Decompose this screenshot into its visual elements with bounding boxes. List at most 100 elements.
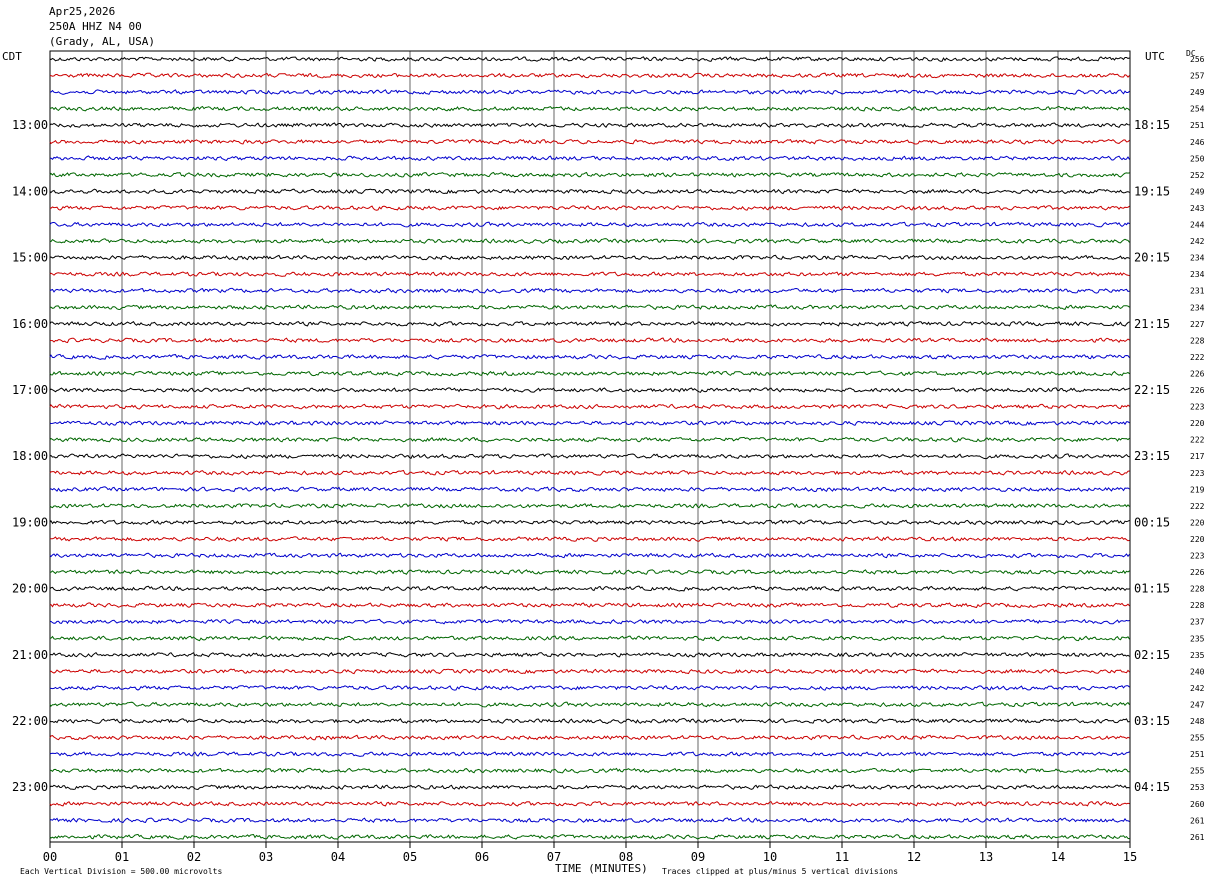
trace-row bbox=[49, 552, 1130, 559]
trace-row bbox=[49, 287, 1130, 294]
trace-row bbox=[49, 536, 1130, 542]
dc-offset-label: 240 bbox=[1190, 667, 1205, 676]
trace-row bbox=[49, 817, 1130, 824]
utc-hour-label: 22:15 bbox=[1134, 383, 1170, 397]
trace-row bbox=[49, 685, 1130, 691]
dc-offset-label: 226 bbox=[1190, 369, 1205, 378]
dc-offset-label: 242 bbox=[1190, 237, 1205, 246]
cdt-hour-label: 14:00 bbox=[12, 184, 48, 198]
x-tick-label: 08 bbox=[619, 850, 633, 864]
x-tick-label: 12 bbox=[907, 850, 921, 864]
trace-row bbox=[49, 701, 1130, 708]
minute-gridlines bbox=[121, 51, 1059, 842]
cdt-hour-labels: 13:00 14:00 15:00 16:00 17:00 18:00 19:00 20:00… bbox=[12, 118, 48, 794]
dc-offset-label: 228 bbox=[1190, 585, 1205, 594]
dc-offset-label: 255 bbox=[1190, 767, 1205, 776]
trace-row bbox=[49, 387, 1130, 393]
trace-row bbox=[49, 403, 1130, 410]
utc-hour-label: 20:15 bbox=[1134, 251, 1170, 265]
dc-offset-label: 220 bbox=[1190, 419, 1205, 428]
x-tick-label: 01 bbox=[115, 850, 129, 864]
dc-offset-label: 254 bbox=[1190, 105, 1205, 114]
dc-offset-label: 251 bbox=[1190, 121, 1205, 130]
trace-row bbox=[49, 436, 1130, 443]
dc-offset-label: 234 bbox=[1190, 254, 1205, 263]
dc-offset-label: 249 bbox=[1190, 187, 1205, 196]
trace-row bbox=[49, 651, 1130, 658]
dc-offset-label: 228 bbox=[1190, 601, 1205, 610]
trace-row bbox=[49, 602, 1130, 609]
trace-row bbox=[49, 304, 1130, 311]
trace-row bbox=[49, 138, 1130, 145]
dc-offset-label: 219 bbox=[1190, 485, 1205, 494]
trace-row bbox=[49, 353, 1130, 360]
x-tick-label: 03 bbox=[259, 850, 273, 864]
trace-row bbox=[49, 155, 1130, 162]
dc-offset-label: 246 bbox=[1190, 138, 1205, 147]
header-channel: 250A HHZ N4 00 bbox=[49, 20, 142, 33]
utc-hour-label: 04:15 bbox=[1134, 780, 1170, 794]
utc-hour-label: 18:15 bbox=[1134, 118, 1170, 132]
trace-row bbox=[49, 486, 1130, 493]
dc-offset-label: 235 bbox=[1190, 651, 1205, 660]
trace-row bbox=[49, 668, 1130, 675]
trace-row bbox=[49, 453, 1130, 460]
dc-offset-label: 234 bbox=[1190, 303, 1205, 312]
x-tick-label: 09 bbox=[691, 850, 705, 864]
clip-note: Traces clipped at plus/minus 5 vertical … bbox=[662, 867, 899, 876]
seismic-traces bbox=[49, 56, 1130, 840]
x-axis-title: TIME (MINUTES) bbox=[555, 862, 648, 875]
utc-hour-label: 23:15 bbox=[1134, 449, 1170, 463]
x-tick-label: 00 bbox=[43, 850, 57, 864]
trace-row bbox=[49, 171, 1130, 178]
cdt-hour-label: 15:00 bbox=[12, 251, 48, 265]
dc-offset-label: 220 bbox=[1190, 535, 1205, 544]
scale-note: Each Vertical Division = 500.00 microvol… bbox=[20, 867, 223, 876]
dc-offset-label: 226 bbox=[1190, 386, 1205, 395]
dc-offset-label: 235 bbox=[1190, 634, 1205, 643]
dc-offset-label: 252 bbox=[1190, 171, 1205, 180]
x-tick-label: 06 bbox=[475, 850, 489, 864]
trace-row bbox=[49, 56, 1130, 62]
trace-row bbox=[49, 519, 1130, 526]
header-date: Apr25,2026 bbox=[49, 5, 116, 18]
dc-offset-label: 227 bbox=[1190, 320, 1205, 329]
cdt-hour-label: 16:00 bbox=[12, 317, 48, 331]
trace-row bbox=[49, 271, 1130, 277]
trace-row bbox=[49, 502, 1130, 509]
x-tick-label: 10 bbox=[763, 850, 777, 864]
x-tick-label: 04 bbox=[331, 850, 345, 864]
trace-row bbox=[49, 122, 1130, 129]
dc-offset-label: 243 bbox=[1190, 204, 1205, 213]
dc-offset-label: 253 bbox=[1190, 783, 1205, 792]
dc-offset-label: 256 bbox=[1190, 55, 1205, 64]
x-tick-label: 14 bbox=[1051, 850, 1065, 864]
x-tick-label: 05 bbox=[403, 850, 417, 864]
header-location: (Grady, AL, USA) bbox=[49, 35, 155, 48]
utc-hour-labels: 18:15 19:15 20:15 21:15 22:15 23:15 00:15 01:15… bbox=[1134, 118, 1170, 794]
dc-offset-label: 257 bbox=[1190, 72, 1205, 81]
cdt-hour-label: 23:00 bbox=[12, 780, 48, 794]
trace-row bbox=[49, 569, 1130, 575]
trace-row bbox=[49, 800, 1130, 807]
dc-offset-label: 220 bbox=[1190, 518, 1205, 527]
dc-offset-label: 250 bbox=[1190, 154, 1205, 163]
utc-hour-label: 03:15 bbox=[1134, 714, 1170, 728]
dc-offset-label: 261 bbox=[1190, 833, 1205, 842]
trace-row bbox=[49, 734, 1130, 741]
dc-label: DC bbox=[1186, 49, 1196, 58]
cdt-hour-label: 21:00 bbox=[12, 648, 48, 662]
x-tick-label: 15 bbox=[1123, 850, 1137, 864]
dc-offset-label: 237 bbox=[1190, 618, 1205, 627]
cdt-hour-label: 17:00 bbox=[12, 383, 48, 397]
trace-row bbox=[49, 320, 1130, 327]
trace-row bbox=[49, 585, 1130, 592]
trace-row bbox=[49, 238, 1130, 244]
utc-hour-label: 21:15 bbox=[1134, 317, 1170, 331]
trace-row bbox=[49, 833, 1130, 840]
trace-row bbox=[49, 337, 1130, 344]
utc-hour-label: 02:15 bbox=[1134, 648, 1170, 662]
trace-row bbox=[49, 469, 1130, 476]
x-tick-label: 07 bbox=[547, 850, 561, 864]
